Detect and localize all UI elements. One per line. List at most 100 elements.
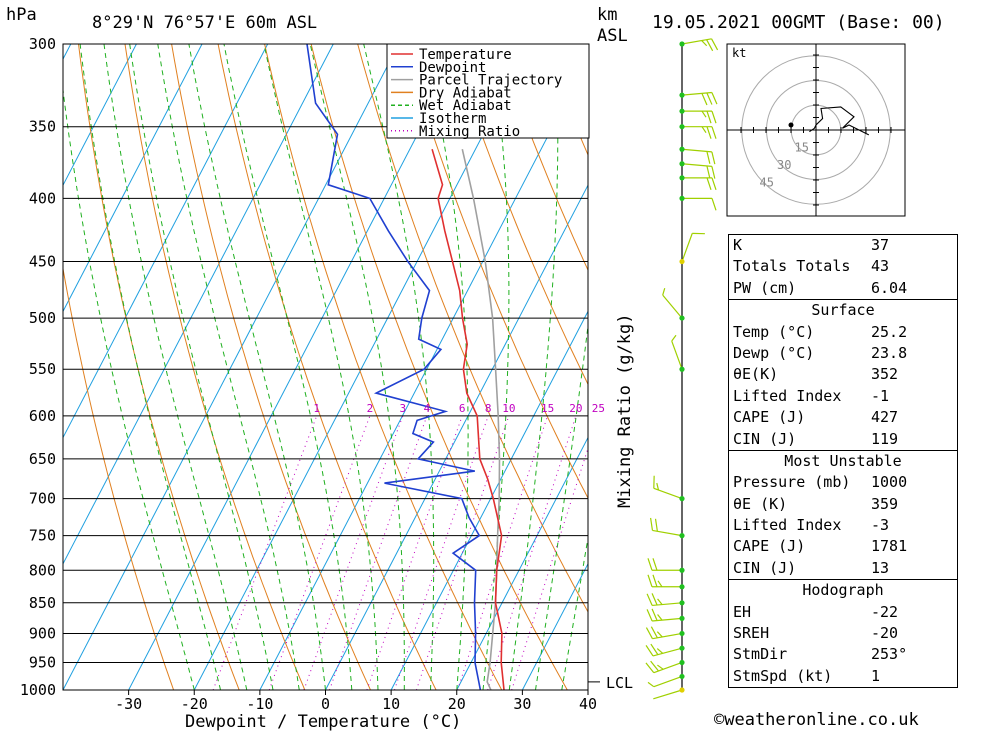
- wind-level-dot: [679, 673, 685, 680]
- wind-barb: [679, 195, 717, 211]
- pressure-tick-label: 950: [29, 654, 56, 672]
- wind-barb-feather: [645, 645, 654, 657]
- pressure-tick-label: 550: [29, 360, 56, 378]
- wet-adiabat-line: [309, 44, 405, 690]
- wind-barb-feather: [711, 92, 718, 105]
- wind-barb-feather: [656, 631, 663, 638]
- mixing-ratio-line: [366, 415, 463, 690]
- pressure-tick-label: 600: [29, 407, 56, 425]
- wind-level-dot: [679, 315, 685, 321]
- index-row: CIN (J) 119: [729, 429, 957, 450]
- index-key: K: [733, 236, 743, 254]
- wet-adiabat-line: [63, 86, 195, 690]
- index-row: SREH -20: [729, 623, 957, 644]
- isotherm-line: [0, 44, 5, 690]
- wind-barb-staff: [653, 675, 683, 688]
- pressure-tick-labels: 300 350 400 450 500 550 600 650 700 750 800 850 900 9…: [20, 35, 56, 699]
- mixing-ratio-label: 8: [485, 402, 492, 415]
- dry-adiabat-line: [264, 44, 503, 690]
- index-value: 37: [871, 236, 890, 254]
- wind-level-dot: [679, 41, 685, 47]
- wind-barb-feather: [652, 574, 658, 587]
- index-value: 23.8: [871, 343, 908, 362]
- hodograph-ring-label: 30: [777, 158, 791, 172]
- most-unstable-section: Most Unstable Pressure (mb) 1000 θE (K) 359…: [729, 449, 957, 579]
- x-tick-label: 40: [579, 695, 597, 713]
- wind-barb: [679, 146, 716, 165]
- wet-adiabat-line: [223, 44, 353, 690]
- lcl-label: LCL: [606, 674, 633, 692]
- index-row: Lifted Index -1: [729, 386, 957, 407]
- wet-adiabat-line: [535, 322, 588, 690]
- mixing-ratio-lines: [212, 415, 588, 690]
- temperature-line: [431, 148, 505, 690]
- mixing-ratio-label: 10: [502, 402, 515, 415]
- index-key: θE (K): [733, 494, 788, 513]
- lcl-marker: LCL: [588, 674, 633, 692]
- wind-level-dot: [679, 92, 685, 98]
- index-row: K 37: [729, 235, 957, 256]
- wind-barb: [653, 687, 685, 700]
- index-row: StmSpd (kt) 1: [729, 666, 957, 687]
- wind-level-dot: [679, 496, 685, 502]
- wind-barb-feather: [671, 334, 677, 342]
- index-key: Lifted Index: [733, 386, 842, 405]
- wind-barb-staff: [671, 340, 683, 370]
- mixing-ratio-labels: 1 2 3 4 6 8 10 15 20 25: [313, 402, 605, 415]
- wind-barb-feather: [711, 38, 719, 51]
- wind-barb: [679, 232, 705, 265]
- wind-barb-feather: [701, 40, 708, 47]
- wind-barb-feather: [662, 288, 666, 296]
- isotherm-line: [390, 310, 588, 690]
- wind-barb: [647, 558, 685, 573]
- index-value: 43: [871, 257, 890, 276]
- wind-barb-feather: [706, 126, 712, 139]
- pressure-tick-label: 1000: [20, 681, 56, 699]
- index-value: -1: [871, 386, 890, 405]
- index-row: EH -22: [729, 602, 957, 623]
- wind-level-dot: [679, 108, 685, 114]
- dry-adiabat-line: [357, 44, 588, 613]
- mixing-ratio-label: 6: [459, 402, 466, 415]
- wind-level-dot: [679, 533, 685, 539]
- index-value: -20: [871, 624, 899, 643]
- index-row: θE (K) 359: [729, 494, 957, 515]
- wind-barb-feather: [711, 110, 717, 124]
- index-value: 6.04: [871, 278, 908, 297]
- pressure-tick-label: 450: [29, 253, 56, 271]
- hodograph-title: Hodograph: [802, 581, 884, 600]
- legend-box: [386, 43, 590, 139]
- isobar-lines: [63, 44, 588, 690]
- legend-entry: Dry Adiabat: [419, 85, 512, 101]
- wind-barb-feather: [647, 681, 655, 688]
- x-tick-label: -10: [246, 695, 273, 713]
- temperature-tick-labels: -30 -20 -10 0 10 20 30 40: [115, 690, 597, 713]
- isotherm-line: [456, 436, 588, 690]
- isotherm-line: [63, 44, 269, 439]
- most-unstable-title: Most Unstable: [784, 451, 902, 470]
- wind-level-dot: [679, 366, 685, 372]
- index-key: θE(K): [733, 365, 779, 384]
- legend-entry: Isotherm: [419, 111, 486, 127]
- x-tick-label: 10: [382, 695, 400, 713]
- datetime-title: 19.05.2021 00GMT (Base: 00): [652, 12, 945, 33]
- wind-barb-feather: [711, 151, 716, 165]
- index-row: PW (cm) 6.04: [729, 278, 957, 299]
- wind-barb-feather: [711, 198, 717, 211]
- wind-barb-feather: [650, 626, 658, 639]
- wind-barb: [679, 175, 717, 191]
- legend-entry: Mixing Ratio: [419, 124, 520, 140]
- mixing-ratio-line: [212, 415, 318, 690]
- indices-table: K 37 Totals Totals 43 PW (cm) 6.04 Surface Te…: [728, 234, 958, 689]
- wind-level-dot: [679, 687, 685, 693]
- isotherm-line: [128, 44, 465, 690]
- mixing-ratio-label: 25: [592, 402, 605, 415]
- wind-barb-feather: [656, 482, 660, 491]
- mixing-ratio-label: 3: [399, 402, 406, 415]
- index-key: Dewp (°C): [733, 343, 815, 362]
- index-key: Lifted Index: [733, 516, 842, 535]
- index-row: Lifted Index -3: [729, 515, 957, 536]
- credit-link[interactable]: ©weatheronline.co.uk: [714, 710, 919, 730]
- mixing-ratio-label: 20: [569, 402, 582, 415]
